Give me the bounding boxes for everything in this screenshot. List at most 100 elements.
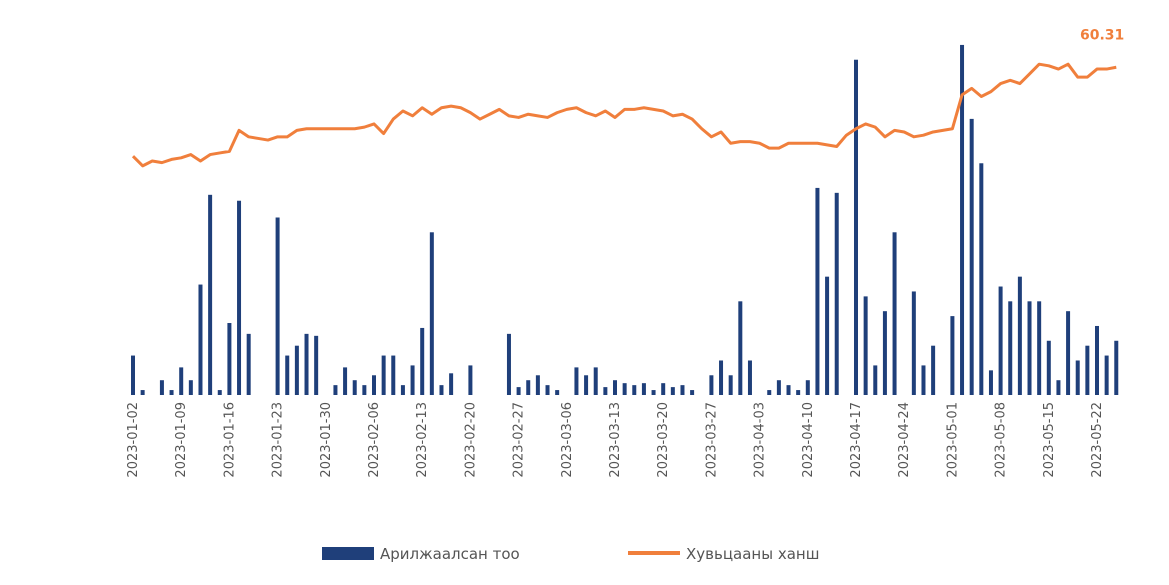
bar [632,385,637,395]
bar [651,390,656,395]
bar [661,383,666,395]
x-tick-label: 2023-04-17 [849,402,864,478]
x-tick-label: 2023-02-13 [415,402,430,478]
bar [198,284,203,395]
bar [1046,340,1051,395]
x-tick-label: 2023-04-10 [801,402,816,478]
x-tick-label: 2023-05-08 [994,402,1009,478]
bar [439,385,444,395]
bar [237,200,242,395]
x-tick-label: 2023-05-01 [945,402,960,478]
bar [767,390,772,395]
bar [776,380,781,395]
value-label: 60.31 [1080,27,1124,43]
x-tick-label: 2023-01-09 [174,402,189,478]
bar [179,367,184,395]
bar [246,333,251,395]
bar [381,355,386,395]
bar [1095,325,1099,395]
bar [719,360,724,395]
bar [410,365,415,395]
bar [670,387,675,395]
bar [545,385,550,395]
x-tick-label: 2023-05-15 [1042,402,1057,478]
bar [1037,301,1042,395]
bar [429,232,434,395]
bar [613,380,617,395]
bar [449,373,454,395]
bar [400,385,405,395]
bar [796,390,801,395]
bar [988,370,993,395]
bar [622,383,627,395]
x-tick-label: 2023-02-27 [512,402,527,478]
bar [584,375,589,395]
bar [1017,276,1022,395]
bar [709,375,714,395]
bar [1066,311,1071,395]
legend-swatch [322,547,374,560]
bar [882,311,887,395]
bar [979,163,984,395]
bar [217,390,222,395]
x-tick-label: 2023-03-20 [656,402,671,478]
bar [131,355,135,395]
bar [641,383,646,395]
x-tick-label: 2023-04-03 [753,402,768,478]
x-tick-label: 2023-01-16 [222,402,237,478]
bar [1008,301,1013,395]
bar [208,194,213,395]
bar [680,385,685,395]
bar [960,44,965,396]
bar [526,380,531,395]
bar [911,291,916,395]
bar [555,390,560,395]
x-tick-label: 2023-03-27 [704,402,719,478]
bar [352,380,357,395]
bar [159,380,164,395]
bar [873,365,878,395]
bar [854,59,858,395]
bar [468,365,473,395]
bar [420,327,425,395]
x-tick-label: 2023-03-13 [608,402,623,478]
bar [169,390,174,395]
price-line [131,62,1117,168]
legend-label: Хувьцааны ханш [686,545,819,563]
bar [188,380,193,395]
bar [314,335,319,395]
x-tick-label: 2023-05-22 [1090,402,1105,478]
bar [815,187,820,395]
bar [728,375,733,395]
bar [1085,345,1090,395]
x-tick-label: 2023-01-30 [319,402,334,478]
bar [304,333,309,395]
bar [863,296,868,395]
bar [140,390,145,395]
bar [825,276,830,395]
bar [516,387,521,395]
bar [805,380,810,395]
bar [969,118,974,395]
bar [227,323,232,395]
bar [786,385,791,395]
bar [535,375,540,395]
bar [1114,340,1119,395]
bar [892,232,897,395]
bar [1104,355,1109,395]
bar [362,385,367,395]
bar [294,345,299,395]
bar [1075,360,1080,395]
x-tick-label: 2023-01-02 [126,402,141,478]
bar [275,217,280,395]
x-tick-label: 2023-02-06 [367,402,382,478]
bar [738,301,743,395]
legend-label: Арилжаалсан тоо [380,545,520,563]
bar [747,360,752,395]
bar [950,316,955,395]
bar [998,286,1003,395]
bar [391,355,396,395]
bar [603,387,608,395]
bar [834,192,839,395]
